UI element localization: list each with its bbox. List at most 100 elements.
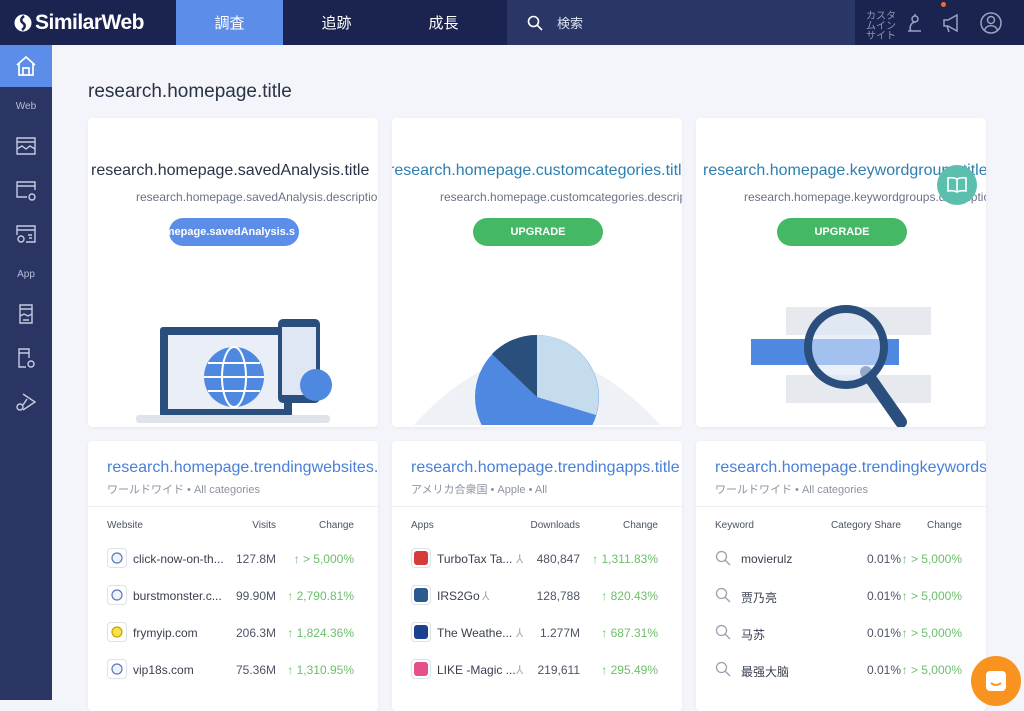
tab-track[interactable]: 追跡 [321,15,352,32]
sidebar-item-website-analysis[interactable] [0,125,52,167]
website-name[interactable]: burstmonster.c... [133,589,222,603]
arrow-up-icon: ↑ [901,589,911,603]
table-row[interactable]: 最强大脑 0.01% ↑ > 5,000% [696,651,986,688]
metric-value: 128,788 [536,589,580,603]
table-row[interactable]: 贾乃亮 0.01% ↑ > 5,000% [696,577,986,614]
saved-analysis-button[interactable]: omepage.savedAnalysis.s [169,218,299,246]
search-icon [715,550,731,566]
change-value: ↑ 687.31% [601,626,658,640]
top-navigation-bar: SimilarWeb 調査 追跡 成長 検索 カスタムインサイト [0,0,1024,45]
sidebar-item-web-ranking[interactable] [0,169,52,211]
arrow-up-icon: ↑ [901,552,911,566]
metric-value: 219,611 [537,663,581,677]
custom-categories-card: research.homepage.customcategories.title… [392,118,682,427]
table-row[interactable]: IRS2Go ⅄ 128,788 ↑ 820.43% [392,577,682,614]
page-title: research.homepage.title [88,81,292,102]
globe-favicon-icon [107,585,127,605]
change-value: ↑ 1,824.36% [287,626,354,640]
magnifier-illustration [751,305,931,427]
trending-title[interactable]: research.homepage.trendingwebsites.title [107,459,378,476]
table-row[interactable]: burstmonster.c... 99.90M ↑ 2,790.81% [88,577,378,614]
card-description: research.homepage.keywordgroups.descript… [744,190,986,204]
column-header: Change [926,520,962,531]
table-row[interactable]: The Weathe... ⅄ 1.277M ↑ 687.31% [392,614,682,651]
metric-value: 75.36M [235,663,276,677]
column-header: Downloads [530,520,580,531]
upgrade-button[interactable]: UPGRADE [473,218,603,246]
table-row[interactable]: 马苏 0.01% ↑ > 5,000% [696,614,986,651]
eye-pie-illustration [392,334,682,427]
arrow-up-icon: ↑ [601,626,611,640]
trending-subtitle: ワールドワイド • All categories [715,484,868,496]
keyword-name[interactable]: 马苏 [741,628,766,642]
chat-button[interactable] [971,656,1021,706]
app-name[interactable]: IRS2Go [437,589,480,603]
trending-keywords-card: research.homepage.trendingkeywords.title… [696,441,986,711]
keyword-name[interactable]: 贾乃亮 [741,591,778,605]
custom-insights-link[interactable]: カスタムインサイト [866,11,896,42]
arrow-up-icon: ↑ [287,663,297,677]
arrow-up-icon: ↑ [287,589,297,603]
trending-header: research.homepage.trendingwebsites.title… [88,441,378,507]
app-name[interactable]: TurboTax Ta... [437,552,513,566]
keyword-name[interactable]: movierulz [741,552,793,566]
trending-header: research.homepage.trendingkeywords.title… [696,441,986,507]
website-name[interactable]: click-now-on-th... [133,552,224,566]
table-row[interactable]: LIKE -Magic ... ⅄ 219,611 ↑ 295.49% [392,651,682,688]
table-row[interactable]: TurboTax Ta... ⅄ 480,847 ↑ 1,311.83% [392,540,682,577]
main-content: research.homepage.title research.homepag… [52,45,1024,711]
keyword-name[interactable]: 最强大脑 [741,665,790,679]
search-icon [527,15,543,31]
arrow-up-icon: ↑ [901,663,911,677]
change-value: ↑ 2,790.81% [287,589,354,603]
trending-subtitle: アメリカ合衆国 • Apple • All [411,484,548,496]
trending-apps-card: research.homepage.trendingapps.title アメリ… [392,441,682,711]
column-header: Website [107,520,143,531]
table-row[interactable]: vip18s.com 75.36M ↑ 1,310.95% [88,651,378,688]
sidebar-item-app-search[interactable] [0,381,52,423]
card-title: research.homepage.customcategories.title [392,162,682,179]
user-account-icon[interactable] [979,11,1003,35]
microscope-icon[interactable] [902,11,926,35]
table-row[interactable]: movierulz 0.01% ↑ > 5,000% [696,540,986,577]
column-header: Change [318,520,354,531]
search-icon [715,661,731,677]
table-row[interactable]: click-now-on-th... 127.8M ↑ > 5,000% [88,540,378,577]
tab-grow[interactable]: 成長 [428,15,459,32]
trending-title[interactable]: research.homepage.trendingapps.title [411,459,680,476]
table-row[interactable]: frymyip.com 206.3M ↑ 1,824.36% [88,614,378,651]
metric-value: 99.90M [235,589,276,603]
globe-favicon-icon [107,659,127,679]
search-input[interactable]: 検索 [507,0,855,45]
app-name[interactable]: LIKE -Magic ... [437,663,516,677]
arrow-up-icon: ↑ [901,626,911,640]
change-value: ↑ > 5,000% [901,663,962,677]
upgrade-button[interactable]: UPGRADE [777,218,907,246]
tab-research[interactable]: 調査 [176,0,283,45]
change-value: ↑ 295.49% [601,663,658,677]
website-name[interactable]: frymyip.com [133,626,198,640]
guide-book-button[interactable] [937,165,977,205]
metric-value: 1.277M [539,626,580,640]
card-title: research.homepage.keywordgroups.title [703,162,986,179]
sidebar-item-home[interactable] [0,45,52,87]
sidebar-item-keyword-research[interactable] [0,213,52,255]
metric-value: 0.01% [866,552,901,566]
sidebar-item-app-analysis[interactable] [0,293,52,335]
change-value: ↑ 1,310.95% [287,663,354,677]
similarweb-logo[interactable]: SimilarWeb [14,11,144,35]
devices-illustration [136,319,332,423]
weather-channel-app-icon [411,622,431,642]
trending-title[interactable]: research.homepage.trendingkeywords.title [715,459,986,476]
website-name[interactable]: vip18s.com [133,663,194,677]
change-value: ↑ 1,311.83% [592,552,658,566]
change-value: ↑ > 5,000% [901,552,962,566]
megaphone-icon[interactable] [940,11,964,35]
sidebar-item-app-ranking[interactable] [0,337,52,379]
website-chart-icon [16,137,36,155]
website-award-icon [16,181,36,201]
sidebar-section-web: Web [15,101,37,112]
app-chart-icon [19,304,33,324]
card-title: research.homepage.savedAnalysis.title [91,162,370,179]
app-name[interactable]: The Weathe... [437,626,513,640]
